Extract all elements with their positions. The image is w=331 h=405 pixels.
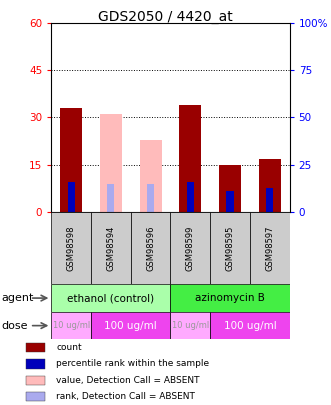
Text: value, Detection Call = ABSENT: value, Detection Call = ABSENT bbox=[56, 376, 200, 385]
Text: GSM98595: GSM98595 bbox=[225, 226, 235, 271]
Text: 10 ug/ml: 10 ug/ml bbox=[53, 321, 90, 330]
Text: GSM98599: GSM98599 bbox=[186, 226, 195, 271]
Bar bbox=[219, 165, 241, 212]
Bar bbox=[226, 192, 234, 212]
Bar bbox=[91, 312, 170, 339]
Text: GSM98596: GSM98596 bbox=[146, 226, 155, 271]
Bar bbox=[51, 312, 91, 339]
Text: ethanol (control): ethanol (control) bbox=[67, 293, 155, 303]
Bar bbox=[187, 182, 194, 212]
Bar bbox=[26, 343, 45, 352]
Bar bbox=[266, 188, 273, 212]
Text: percentile rank within the sample: percentile rank within the sample bbox=[56, 360, 210, 369]
Text: count: count bbox=[56, 343, 82, 352]
Bar bbox=[170, 312, 210, 339]
Bar bbox=[100, 114, 122, 212]
Bar bbox=[210, 212, 250, 284]
Bar bbox=[140, 140, 162, 212]
Bar bbox=[131, 212, 170, 284]
Text: 10 ug/ml: 10 ug/ml bbox=[172, 321, 209, 330]
Bar bbox=[250, 212, 290, 284]
Bar bbox=[51, 212, 91, 284]
Text: rank, Detection Call = ABSENT: rank, Detection Call = ABSENT bbox=[56, 392, 195, 401]
Text: dose: dose bbox=[2, 321, 28, 330]
Text: GSM98597: GSM98597 bbox=[265, 226, 274, 271]
Text: GSM98594: GSM98594 bbox=[106, 226, 116, 271]
Bar bbox=[68, 182, 75, 212]
Text: azinomycin B: azinomycin B bbox=[195, 293, 265, 303]
Bar bbox=[259, 158, 281, 212]
Bar bbox=[107, 184, 115, 212]
Bar bbox=[179, 105, 201, 212]
Bar bbox=[170, 212, 210, 284]
Text: agent: agent bbox=[2, 293, 34, 303]
Text: 100 ug/ml: 100 ug/ml bbox=[104, 321, 157, 330]
Bar bbox=[26, 392, 45, 401]
Bar bbox=[60, 108, 82, 212]
Bar bbox=[147, 184, 154, 212]
Bar bbox=[170, 284, 290, 312]
Bar bbox=[91, 212, 131, 284]
Text: GSM98598: GSM98598 bbox=[67, 226, 76, 271]
Text: 100 ug/ml: 100 ug/ml bbox=[223, 321, 276, 330]
Bar bbox=[26, 376, 45, 385]
Text: GDS2050 / 4420_at: GDS2050 / 4420_at bbox=[98, 10, 233, 24]
Bar bbox=[51, 284, 170, 312]
Bar bbox=[26, 359, 45, 369]
Bar bbox=[210, 312, 290, 339]
